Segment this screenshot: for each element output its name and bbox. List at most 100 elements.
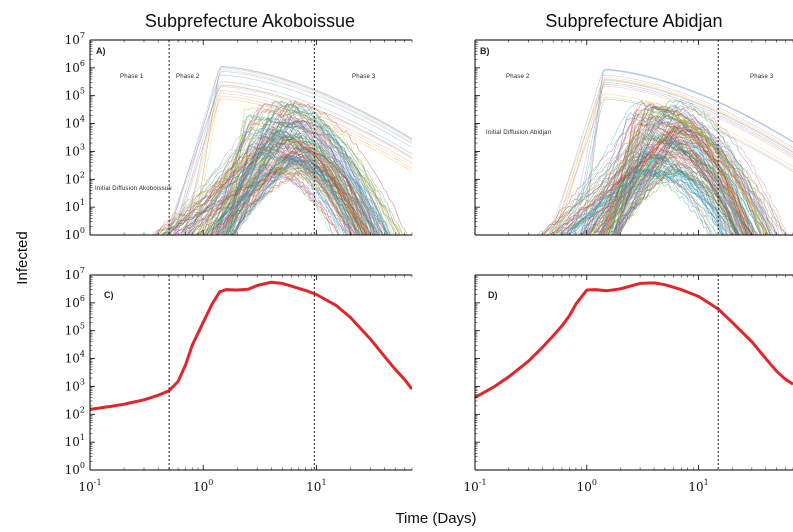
panel-label-c: C) [104, 290, 114, 300]
trajectory-line [596, 107, 767, 235]
trajectory-line [602, 110, 762, 235]
trajectory-line [556, 83, 793, 235]
trajectory-line [575, 169, 733, 235]
plot-area [90, 280, 412, 411]
y-tick-label: 103 [65, 377, 85, 393]
annotation-phase-3: Phase 3 [352, 74, 376, 80]
trajectory-line [551, 69, 793, 235]
trajectory-line [233, 169, 340, 235]
title-akoboissue: Subprefecture Akoboissue [145, 11, 355, 31]
y-tick-label: 106 [65, 59, 85, 75]
trajectory-line [221, 110, 367, 235]
trajectory-line [558, 100, 745, 235]
trajectory-line [594, 150, 739, 235]
mean-infected-line [475, 281, 793, 399]
trajectory-line [225, 161, 340, 235]
trajectory-line [566, 120, 776, 235]
trajectory-line [547, 85, 793, 235]
trajectory-line [573, 98, 793, 235]
trajectory-line [567, 104, 755, 235]
y-tick-label: 101 [65, 433, 85, 449]
x-axis-label: Time (Days) [395, 510, 476, 527]
trajectory-line [168, 65, 412, 235]
trajectory-line [566, 154, 727, 235]
trajectory-line [587, 126, 752, 235]
trajectory-line [227, 138, 365, 235]
axes-frame [474, 39, 793, 236]
y-tick-label: 105 [65, 322, 85, 338]
trajectory-line [231, 132, 370, 235]
trajectory-line [592, 169, 733, 235]
plot-area [537, 68, 793, 235]
trajectory-line [165, 86, 412, 235]
trajectory-line [573, 82, 793, 235]
trajectory-line [205, 100, 375, 235]
y-tick-label: 105 [65, 87, 85, 103]
trajectory-line [618, 137, 740, 235]
plot-area [152, 65, 412, 235]
trajectory-line [232, 144, 353, 235]
trajectory-line [234, 152, 365, 235]
trajectory-line [610, 168, 712, 235]
trajectory-line [591, 155, 734, 235]
trajectory-line [551, 105, 786, 235]
panel-label-b: B) [480, 46, 490, 56]
trajectory-line [174, 166, 370, 235]
trajectory-line [578, 125, 748, 235]
trajectory-line [179, 121, 372, 235]
trajectory-line [211, 170, 364, 235]
trajectory-line [569, 74, 793, 235]
trajectory-line [583, 105, 786, 235]
annotation-initial-diffusion-akoboissue: Initial Diffusion Akoboissue [95, 186, 172, 192]
trajectory-line [580, 171, 715, 235]
trajectory-line [197, 117, 388, 235]
trajectory-line [573, 140, 750, 235]
trajectory-line [231, 151, 366, 235]
annotation-initial-diffusion-abidjan: Initial Diffusion Abidjan [486, 130, 551, 136]
trajectory-line [594, 161, 736, 235]
trajectory-line [188, 151, 371, 235]
trajectory-line [210, 132, 360, 235]
trajectory-line [617, 149, 753, 235]
panel-label-d: D) [488, 290, 498, 300]
trajectory-line [581, 69, 793, 235]
trajectory-line [157, 125, 383, 235]
trajectory-line [174, 81, 412, 235]
y-tick-label: 102 [65, 405, 85, 421]
annotation-phase-3: Phase 3 [750, 74, 774, 80]
trajectory-line [172, 98, 412, 235]
trajectory-line [613, 126, 752, 235]
trajectory-line [183, 95, 412, 235]
panel-label-a: A) [96, 46, 106, 56]
x-tick-label: 100 [193, 478, 213, 494]
trajectory-line [583, 79, 793, 235]
trajectory-line [163, 100, 379, 235]
plot-area [475, 281, 793, 399]
trajectory-line [233, 161, 350, 235]
trajectory-line [185, 103, 389, 235]
trajectory-line [610, 139, 765, 235]
y-tick-label: 100 [65, 461, 85, 477]
mean-infected-line [90, 280, 412, 411]
y-axis-label: Infected [14, 231, 31, 284]
x-tick-label: 100 [577, 478, 597, 494]
trajectory-line [167, 74, 412, 235]
trajectory-line [560, 170, 749, 235]
trajectory-line [235, 147, 351, 235]
trajectory-line [180, 148, 367, 235]
trajectory-line [169, 136, 365, 235]
x-tick-label: 10-1 [78, 478, 101, 494]
y-tick-label: 107 [65, 266, 85, 282]
trajectory-line [173, 66, 412, 235]
x-tick-label: 10-1 [463, 478, 486, 494]
trajectory-line [193, 67, 412, 235]
y-tick-label: 102 [65, 170, 85, 186]
trajectory-line [578, 122, 744, 235]
y-tick-label: 104 [65, 350, 85, 366]
x-tick-label: 101 [688, 478, 708, 494]
y-tick-label: 101 [65, 198, 85, 214]
trajectory-line [553, 130, 745, 235]
trajectory-line [231, 147, 375, 235]
